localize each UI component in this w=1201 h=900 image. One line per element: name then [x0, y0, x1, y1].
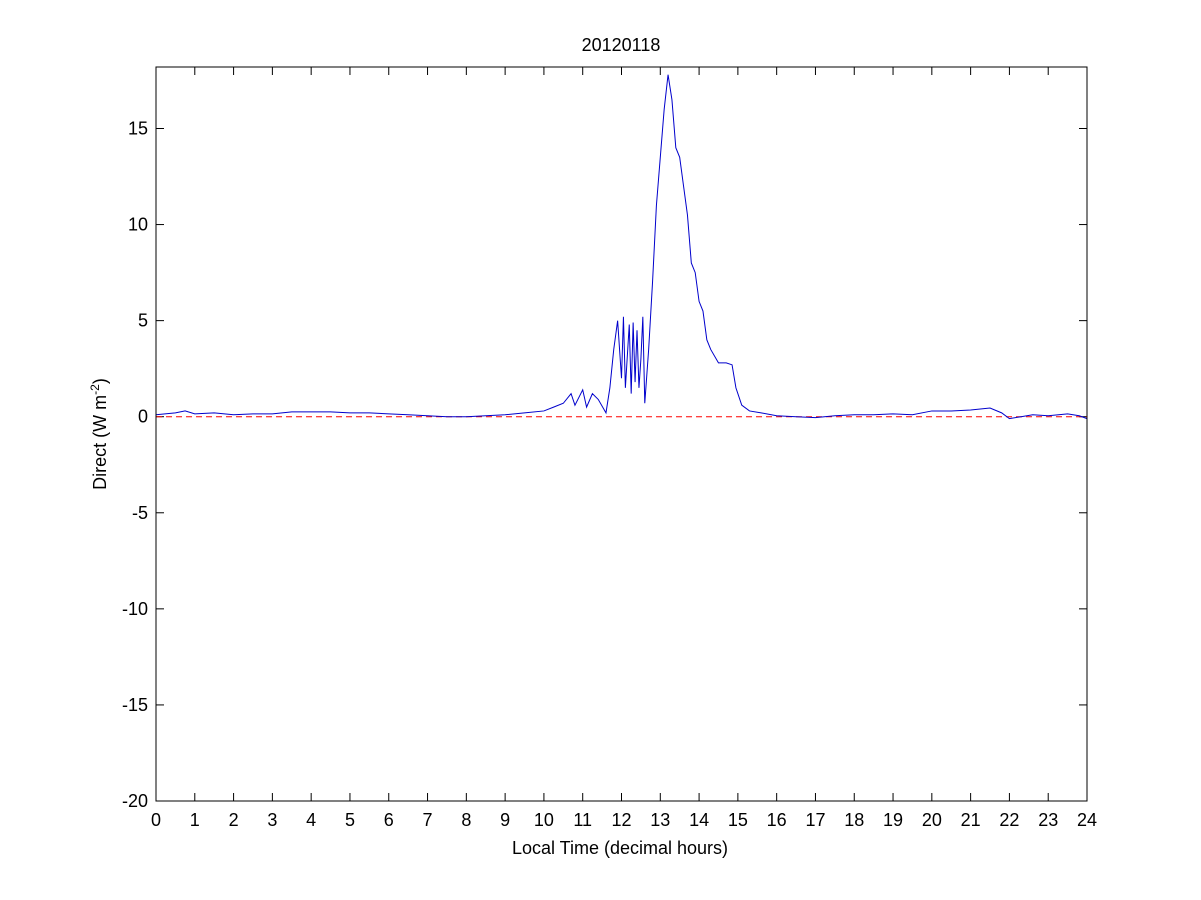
y-tick-label: -5 — [132, 503, 148, 523]
x-tick-label: 5 — [345, 810, 355, 830]
x-tick-label: 17 — [805, 810, 825, 830]
x-tick-label: 24 — [1077, 810, 1097, 830]
y-tick-label: 15 — [128, 118, 148, 138]
x-tick-label: 7 — [423, 810, 433, 830]
x-tick-label: 1 — [190, 810, 200, 830]
x-tick-label: 14 — [689, 810, 709, 830]
y-tick-label: 5 — [138, 311, 148, 331]
x-tick-label: 15 — [728, 810, 748, 830]
y-tick-label: -20 — [122, 791, 148, 811]
x-tick-label: 18 — [844, 810, 864, 830]
x-tick-label: 21 — [961, 810, 981, 830]
axes-box — [155, 66, 1088, 802]
x-tick-label: 13 — [650, 810, 670, 830]
y-tick-label: -15 — [122, 695, 148, 715]
x-tick-label: 4 — [306, 810, 316, 830]
x-axis-label: Local Time (decimal hours) — [512, 838, 728, 858]
x-tick-label: 3 — [267, 810, 277, 830]
data-line — [155, 74, 1088, 420]
y-axis-label: Direct (W m-2) — [88, 378, 110, 490]
x-tick-label: 12 — [611, 810, 631, 830]
x-tick-label: 22 — [999, 810, 1019, 830]
x-tick-label: 19 — [883, 810, 903, 830]
x-tick-label: 8 — [461, 810, 471, 830]
x-tick-label: 6 — [384, 810, 394, 830]
y-tick-label: -10 — [122, 599, 148, 619]
x-tick-label: 9 — [500, 810, 510, 830]
plot-area — [156, 67, 1087, 801]
x-tick-label: 2 — [229, 810, 239, 830]
x-tick-label: 0 — [151, 810, 161, 830]
y-label-main: Direct (W m — [90, 395, 110, 490]
y-label-sup: -2 — [88, 384, 102, 395]
x-tick-label: 20 — [922, 810, 942, 830]
x-tick-label: 16 — [767, 810, 787, 830]
y-tick-label: 10 — [128, 215, 148, 235]
x-tick-label: 23 — [1038, 810, 1058, 830]
y-tick-label: 0 — [138, 407, 148, 427]
x-tick-label: 10 — [534, 810, 554, 830]
y-label-end: ) — [90, 378, 110, 384]
x-tick-label: 11 — [573, 810, 592, 830]
chart-title: 20120118 — [582, 35, 661, 55]
